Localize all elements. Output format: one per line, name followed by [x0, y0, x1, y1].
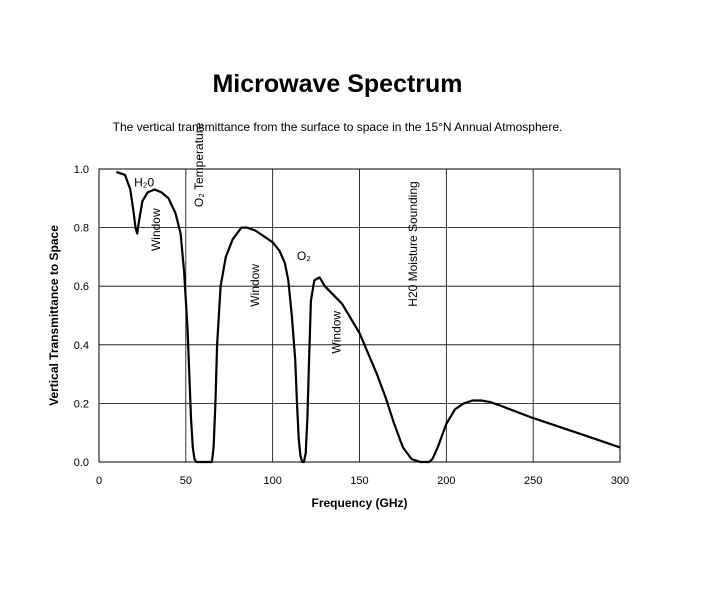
grid	[98, 168, 621, 463]
y-axis-label: Vertical Transmittance to Space	[47, 225, 61, 406]
chart-title: Microwave Spectrum	[212, 70, 463, 98]
x-tick-label: 300	[611, 475, 629, 487]
annotation-label: O₂	[297, 249, 311, 263]
x-tick-label: 0	[96, 475, 102, 487]
x-tick-label: 150	[350, 475, 368, 487]
annotations: H₂0 Window O₂ Temperature Window O₂ Window H20…	[134, 122, 420, 353]
annotation-label: Window	[149, 208, 163, 251]
x-tick-label: 100	[263, 475, 281, 487]
chart-subtitle: The vertical transmittance from the surf…	[112, 120, 563, 134]
x-tick-label: 50	[180, 475, 192, 487]
x-tick-label: 250	[524, 475, 542, 487]
y-tick-label: 0.4	[74, 340, 89, 352]
tick-labels: 0 50 100 150 200 250 300 0.0 0.2 0.4 0.6 0.8 1.0	[74, 164, 629, 487]
y-tick-label: 0.8	[74, 223, 89, 235]
x-axis-label: Frequency (GHz)	[311, 496, 407, 510]
x-tick-label: 200	[437, 475, 455, 487]
y-tick-label: 1.0	[74, 164, 89, 176]
transmittance-line	[116, 170, 621, 464]
y-tick-label: 0.6	[74, 281, 89, 293]
y-tick-label: 0.2	[74, 398, 89, 410]
annotation-label: O₂ Temperature	[192, 122, 206, 207]
annotation-label: H20 Moisture Sounding	[406, 181, 420, 306]
annotation-label: Window	[329, 311, 343, 354]
plot-frame	[98, 168, 621, 463]
annotation-label: H₂0	[134, 176, 154, 190]
y-tick-label: 0.0	[74, 457, 89, 469]
annotation-label: Window	[248, 264, 262, 307]
